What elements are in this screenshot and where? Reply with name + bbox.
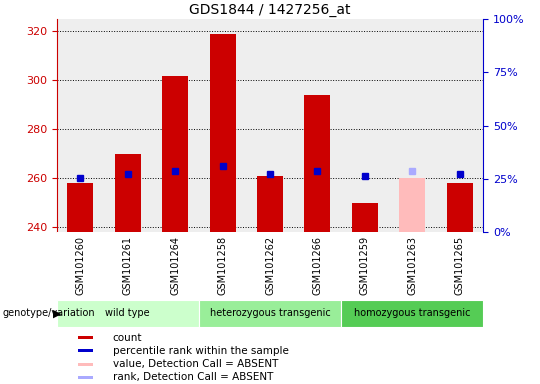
Bar: [78, 336, 93, 339]
Text: wild type: wild type: [105, 308, 150, 318]
Bar: [78, 362, 93, 366]
Bar: [78, 349, 93, 353]
Bar: [341, 300, 483, 327]
Bar: [162, 76, 188, 232]
Text: GSM101263: GSM101263: [407, 236, 417, 295]
Bar: [68, 183, 93, 232]
Text: count: count: [113, 333, 142, 343]
Text: GSM101261: GSM101261: [123, 236, 133, 295]
Bar: [399, 179, 425, 232]
Text: GSM101259: GSM101259: [360, 236, 370, 295]
Title: GDS1844 / 1427256_at: GDS1844 / 1427256_at: [189, 3, 351, 17]
Bar: [257, 176, 283, 232]
Text: GSM101258: GSM101258: [218, 236, 227, 295]
Text: rank, Detection Call = ABSENT: rank, Detection Call = ABSENT: [113, 372, 273, 382]
Bar: [305, 95, 330, 232]
Text: GSM101260: GSM101260: [76, 236, 85, 295]
Text: ▶: ▶: [53, 308, 62, 318]
Bar: [447, 183, 472, 232]
Bar: [199, 300, 341, 327]
Bar: [57, 300, 199, 327]
Bar: [78, 376, 93, 379]
Text: homozygous transgenic: homozygous transgenic: [354, 308, 470, 318]
Bar: [115, 154, 141, 232]
Text: genotype/variation: genotype/variation: [3, 308, 96, 318]
Text: percentile rank within the sample: percentile rank within the sample: [113, 346, 288, 356]
Bar: [210, 34, 235, 232]
Text: GSM101262: GSM101262: [265, 236, 275, 295]
Text: GSM101265: GSM101265: [455, 236, 464, 295]
Bar: [352, 203, 378, 232]
Text: GSM101266: GSM101266: [313, 236, 322, 295]
Text: heterozygous transgenic: heterozygous transgenic: [210, 308, 330, 318]
Text: value, Detection Call = ABSENT: value, Detection Call = ABSENT: [113, 359, 278, 369]
Text: GSM101264: GSM101264: [170, 236, 180, 295]
